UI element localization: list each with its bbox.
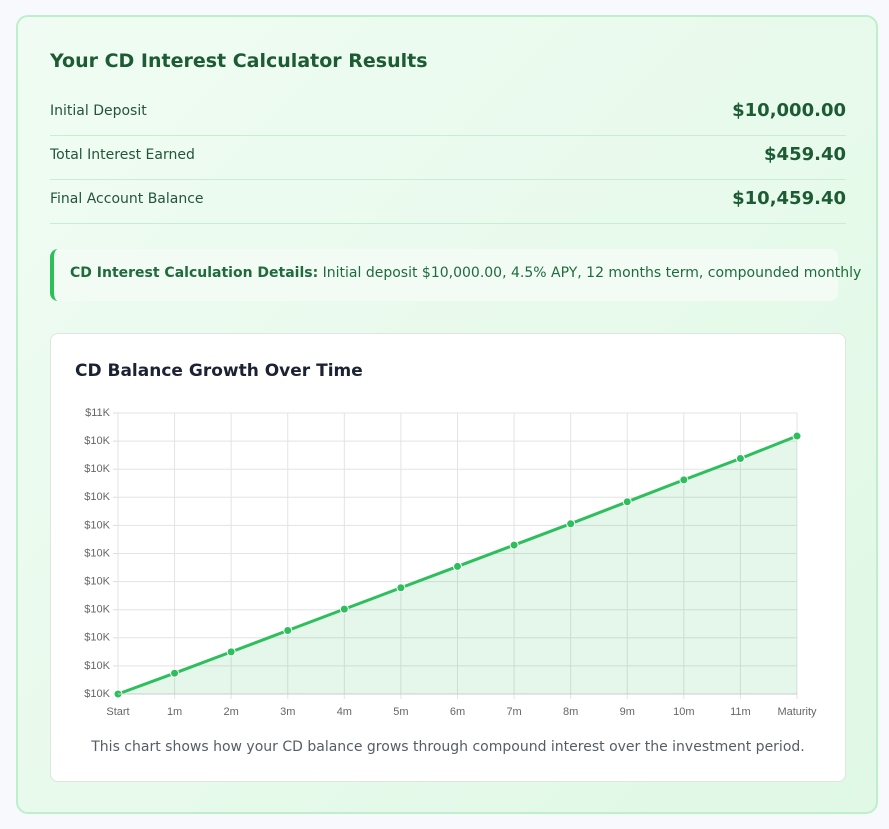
results-card: Your CD Interest Calculator Results Init… [16,15,878,814]
x-tick-label: Maturity [777,706,817,718]
y-tick-label: $10K [84,547,110,559]
details-label: CD Interest Calculation Details: [70,265,319,281]
y-tick-label: $10K [84,604,110,616]
row-label: Initial Deposit [50,103,147,119]
details-text: Initial deposit $10,000.00, 4.5% APY, 12… [322,265,862,281]
x-tick-label: Start [106,706,129,718]
y-tick-label: $10K [84,435,110,447]
point [679,475,689,485]
result-row: Final Account Balance $10,459.40 [50,179,846,224]
row-label: Total Interest Earned [50,147,195,163]
y-tick-label: $10K [84,463,110,475]
x-tick-label: 7m [506,706,521,718]
chart-title: CD Balance Growth Over Time [75,361,363,381]
row-value: $10,459.40 [732,188,846,209]
x-tick-label: 3m [280,706,295,718]
point [396,583,406,593]
row-label: Final Account Balance [50,191,204,207]
point [566,519,576,529]
chart: $10K $10K $10K $10K $10K $10K $10K $10K $10K $10K… [84,407,817,718]
point [283,625,293,635]
x-tick-label: 2m [224,706,239,718]
row-value: $10,000.00 [732,100,846,121]
point [622,497,632,507]
result-row: Initial Deposit $10,000.00 [50,91,846,136]
row-value: $459.40 [764,144,846,165]
result-row: Total Interest Earned $459.40 [50,135,846,180]
x-tick-label: 11m [730,706,751,718]
x-tick-label: 6m [450,706,465,718]
point [170,668,180,678]
chart-card: CD Balance Growth Over Time $10K $10K $10K… [50,333,846,782]
point [226,647,236,657]
details-box: CD Interest Calculation Details: Initial… [50,249,861,301]
point [453,561,462,571]
results-title: Your CD Interest Calculator Results [50,50,428,72]
chart-caption: This chart shows how your CD balance gro… [91,739,805,755]
x-tick-label: 5m [393,706,408,718]
y-tick-label: $10K [84,632,110,644]
point [339,604,349,614]
y-tick-label: $10K [84,688,110,700]
x-tick-label: 1m [167,706,182,718]
y-tick-label: $10K [84,491,110,503]
area [118,436,797,694]
y-tick-label: $10K [84,660,110,672]
x-tick-label: 10m [673,706,694,718]
y-tick-label: $10K [84,519,110,531]
y-tick-label: $10K [84,576,110,588]
y-tick-label: $11K [85,407,111,419]
point [509,540,519,550]
x-tick-label: 9m [620,706,635,718]
x-tick-label: 4m [337,706,352,718]
point [792,431,802,441]
x-tick-label: 8m [563,706,578,718]
point [735,454,745,464]
